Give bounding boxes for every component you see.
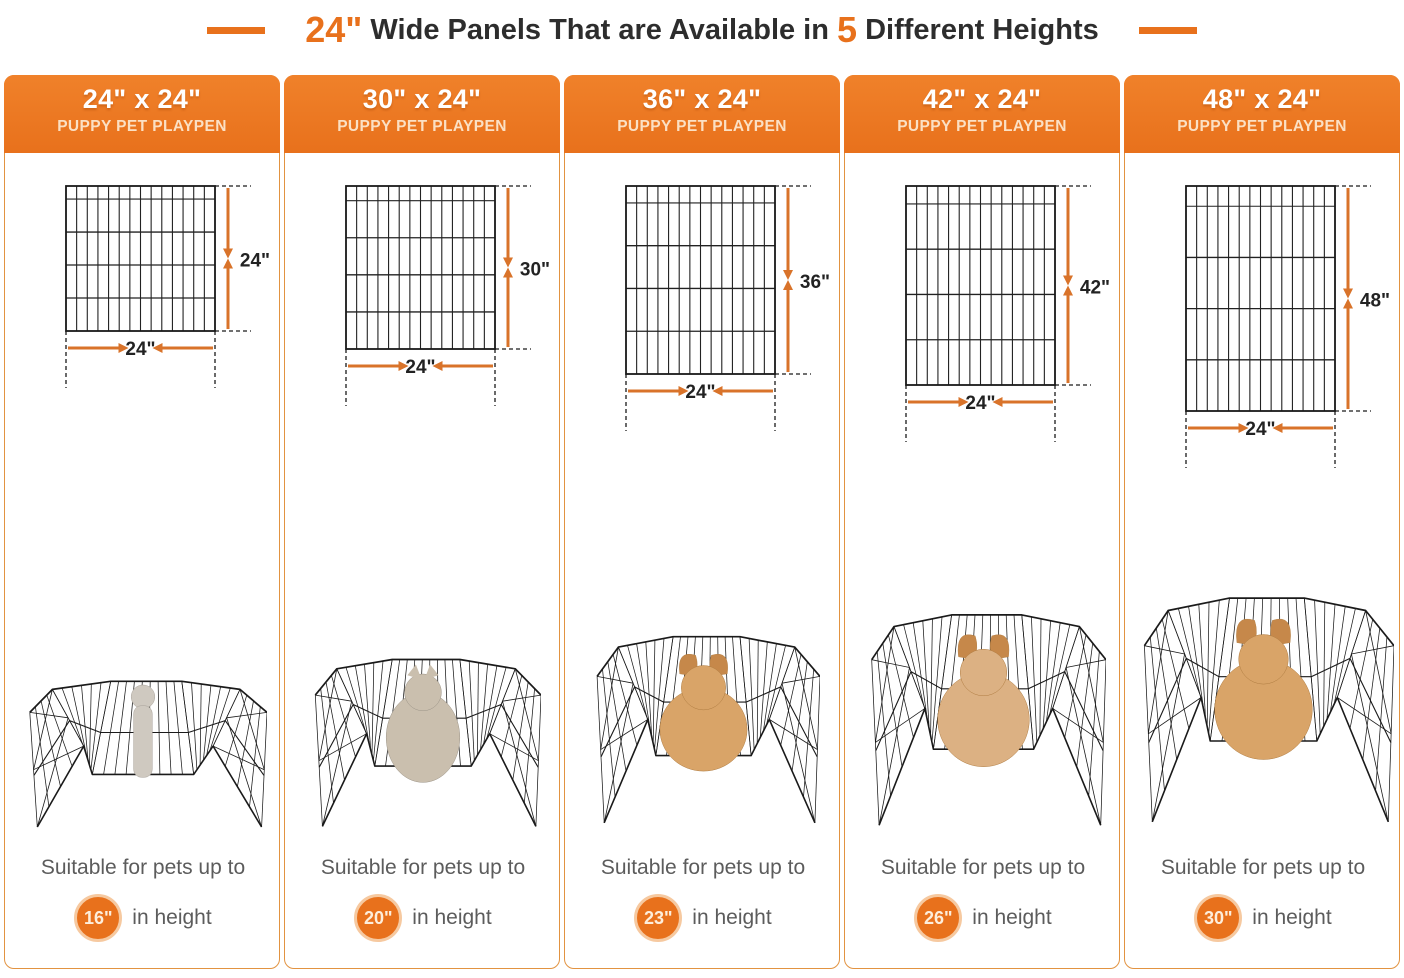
svg-text:24": 24"	[685, 382, 715, 403]
svg-text:36": 36"	[800, 272, 830, 293]
svg-text:30": 30"	[520, 260, 550, 281]
svg-text:24": 24"	[965, 393, 995, 414]
svg-text:24": 24"	[1245, 419, 1275, 440]
svg-text:24": 24"	[405, 357, 435, 378]
svg-text:42": 42"	[1080, 278, 1110, 299]
svg-text:24": 24"	[240, 251, 270, 272]
svg-text:48": 48"	[1360, 291, 1390, 312]
svg-text:24": 24"	[125, 339, 155, 360]
